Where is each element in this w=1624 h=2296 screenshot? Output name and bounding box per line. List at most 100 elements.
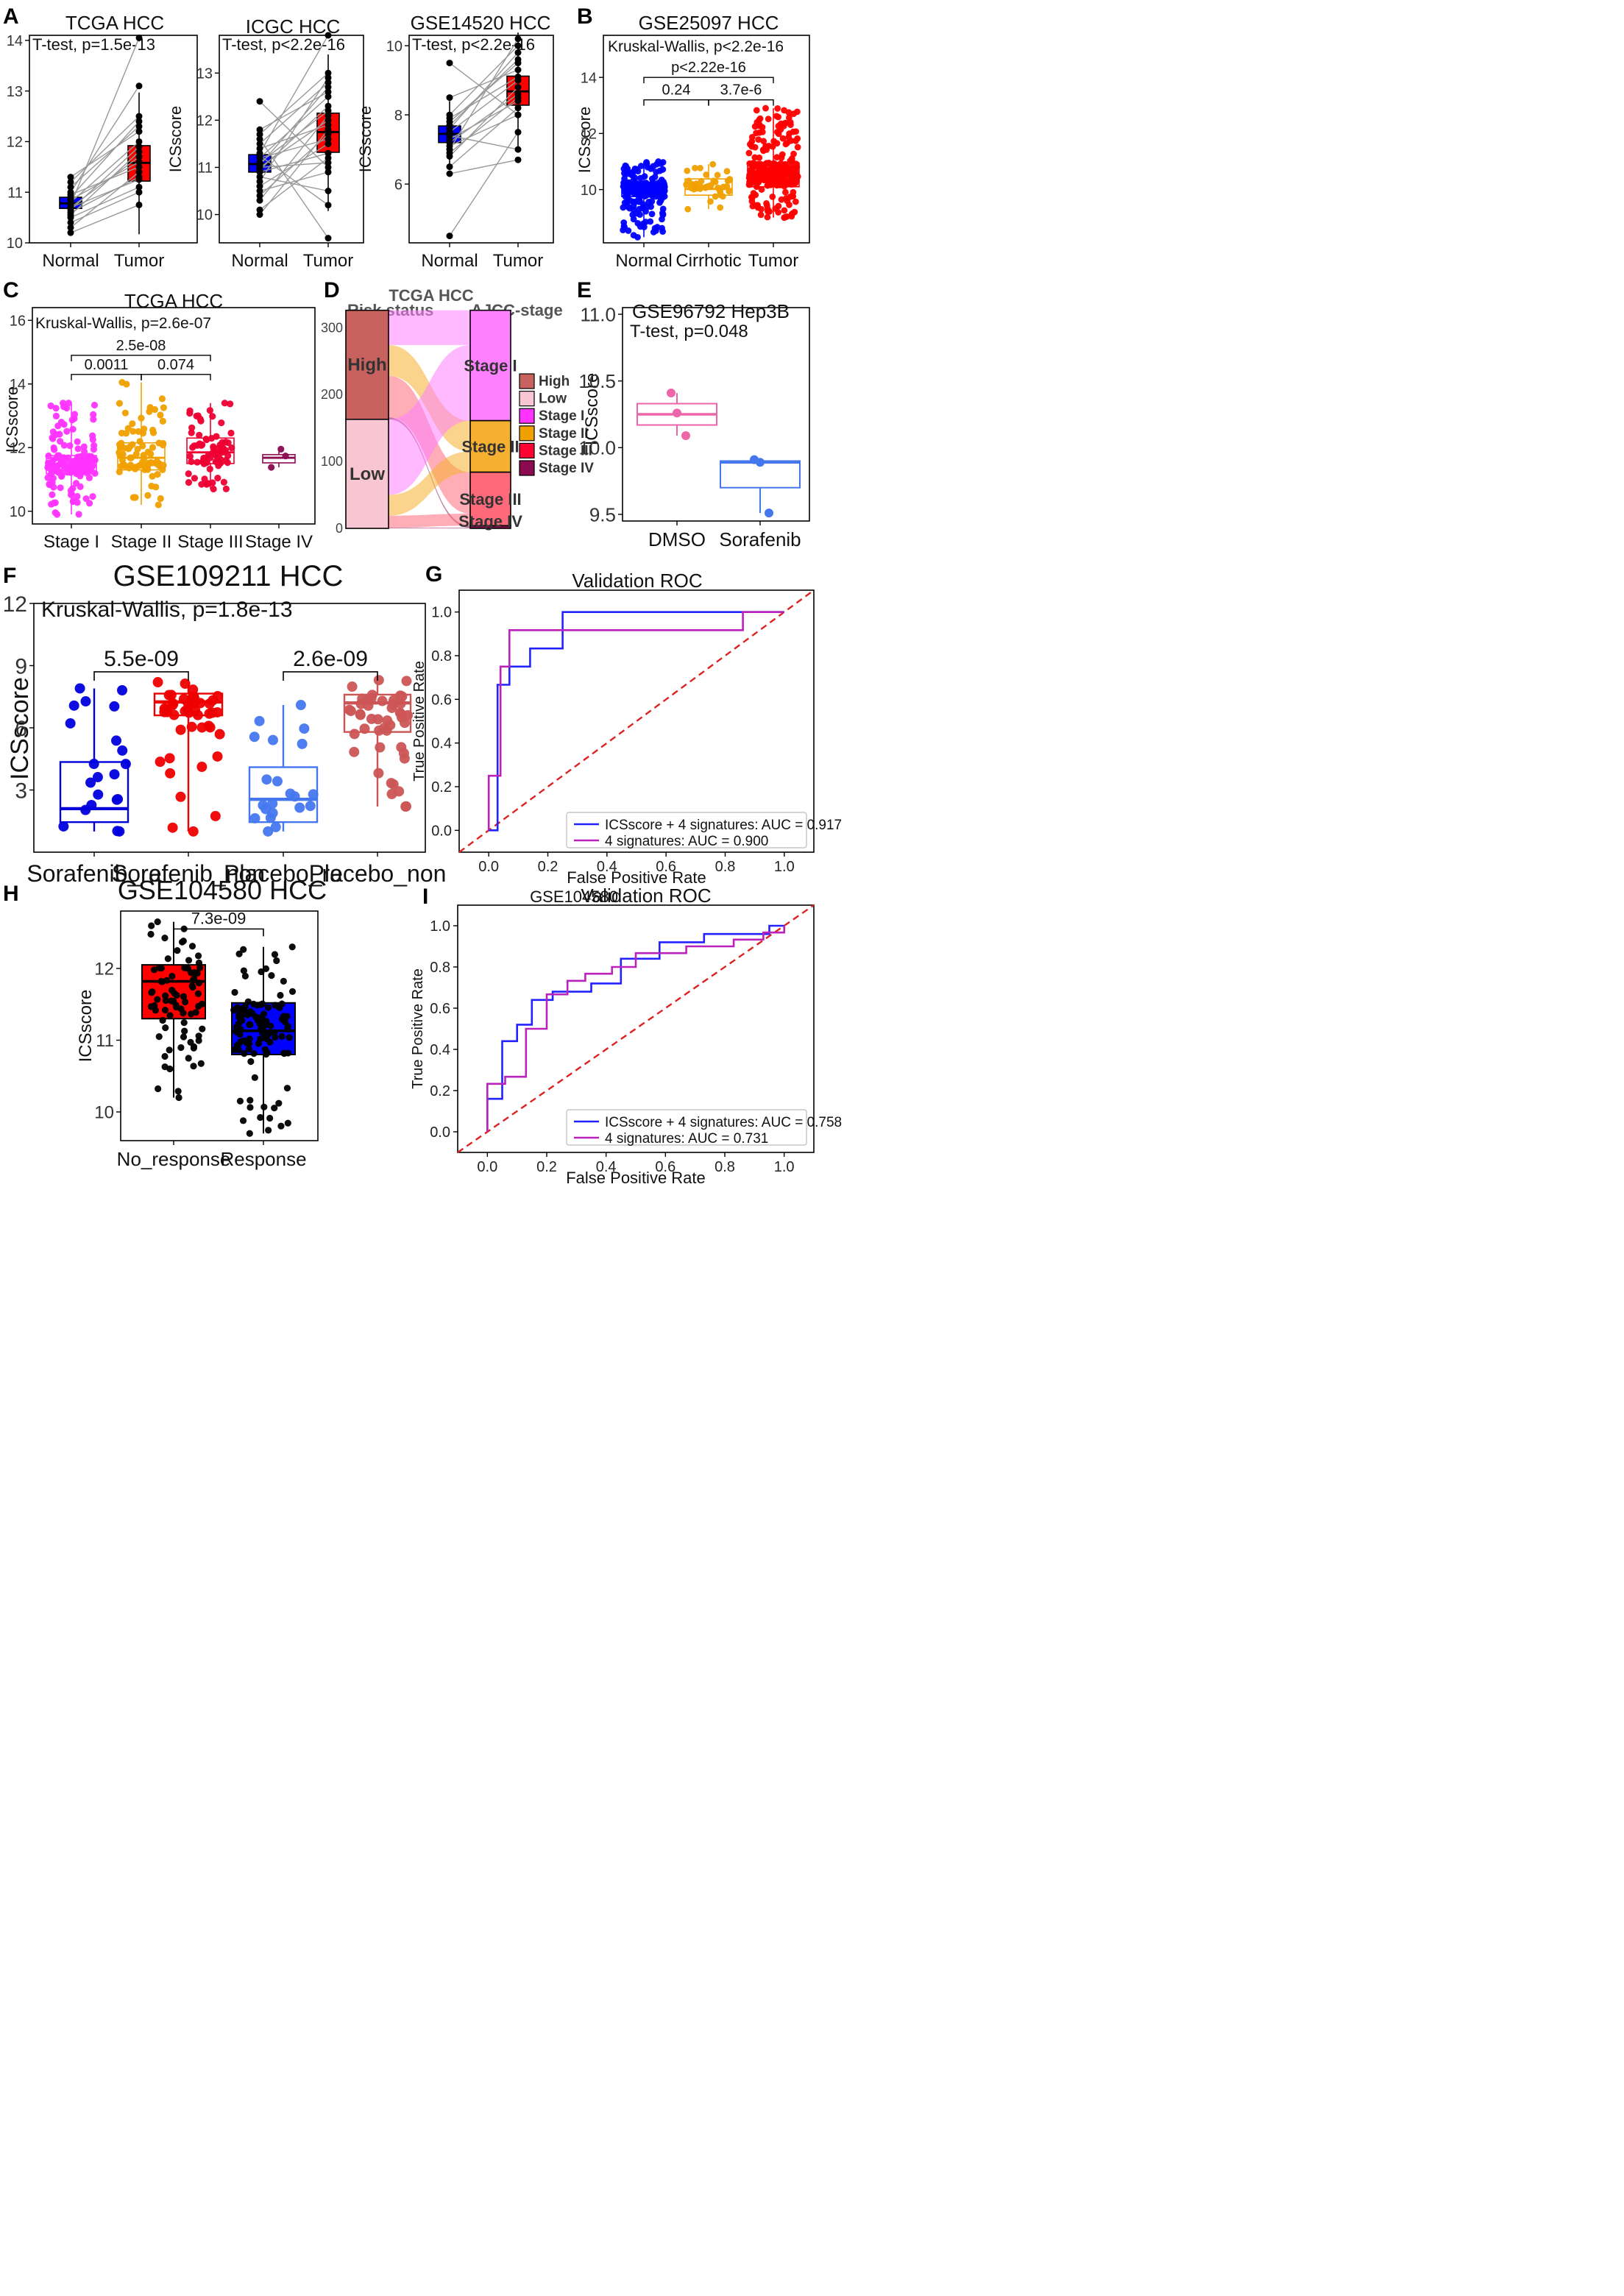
data-point <box>792 198 799 205</box>
data-point <box>764 175 771 183</box>
data-point <box>650 229 657 235</box>
data-point <box>634 219 642 227</box>
y-tick-label: 12 <box>7 135 23 151</box>
chart-title: Validation ROC <box>572 570 702 592</box>
data-point <box>135 82 143 90</box>
data-point <box>160 404 167 411</box>
data-point <box>152 483 160 491</box>
data-point <box>60 421 68 428</box>
alluvial-flow-high-stage-i <box>389 310 470 345</box>
data-point <box>749 202 756 210</box>
legend-label: Stage II <box>539 426 589 442</box>
x-tick-label: DMSO <box>648 528 706 550</box>
data-point <box>265 1127 272 1134</box>
data-point <box>764 208 771 215</box>
data-point <box>198 1000 206 1007</box>
stratum-low <box>345 419 389 529</box>
data-point <box>85 777 96 788</box>
panel-frame-C <box>32 307 316 525</box>
data-point <box>118 439 125 447</box>
data-point <box>77 470 85 478</box>
data-point <box>765 509 773 518</box>
data-point <box>54 453 62 461</box>
data-point <box>155 964 163 971</box>
x-tick-label: Sorafenib_re <box>26 860 161 887</box>
data-point <box>256 135 263 143</box>
data-point <box>748 194 755 201</box>
data-point <box>154 470 161 478</box>
stratum-stage-iv <box>469 525 511 529</box>
data-point <box>196 415 204 423</box>
bracket-pvalue: 0.0011 <box>85 357 129 373</box>
pair-line <box>449 45 519 116</box>
data-point <box>284 1025 291 1033</box>
data-point <box>254 715 265 726</box>
x-tick-label: 0.4 <box>597 859 617 875</box>
data-point <box>777 182 784 188</box>
data-point <box>628 171 635 178</box>
data-point <box>162 706 173 718</box>
data-point <box>256 126 263 133</box>
data-point <box>52 509 59 517</box>
roc-curve-signatures <box>486 926 785 1132</box>
data-point <box>129 441 136 448</box>
data-point <box>206 465 213 472</box>
data-point <box>285 788 296 799</box>
data-point <box>60 442 68 449</box>
data-point <box>58 821 69 832</box>
data-point <box>68 700 79 711</box>
data-point <box>792 138 799 144</box>
data-point <box>773 113 780 120</box>
data-point <box>788 157 795 164</box>
data-point <box>181 998 189 1006</box>
pair-line <box>70 85 140 193</box>
x-tick-label: 0.0 <box>478 859 499 875</box>
data-point <box>188 684 199 695</box>
panel-label-F: F <box>3 564 16 588</box>
data-point <box>765 116 772 123</box>
y-tick-label: 8 <box>394 107 403 124</box>
significance-bracket <box>708 99 774 106</box>
data-point <box>93 789 104 800</box>
box-placebo_re <box>248 700 319 837</box>
data-point <box>135 143 143 150</box>
data-point <box>271 1105 278 1112</box>
data-point <box>185 1055 192 1062</box>
data-point <box>723 168 731 175</box>
data-point <box>130 494 137 501</box>
significance-bracket <box>141 374 211 380</box>
x-tick-label: Stage III <box>177 532 243 552</box>
data-point <box>162 1024 169 1032</box>
x-tick-label: 0.8 <box>715 1159 735 1175</box>
data-point <box>67 191 74 199</box>
data-point <box>190 1063 197 1070</box>
pair-line <box>449 135 519 150</box>
data-point <box>191 475 199 482</box>
stat-annotation: Kruskal-Wallis, p=1.8e-13 <box>41 598 293 622</box>
data-point <box>189 444 196 451</box>
data-point <box>446 163 453 171</box>
data-point <box>446 94 453 102</box>
pair-line <box>70 186 140 219</box>
y-tick-label: 0 <box>336 521 343 536</box>
data-point <box>178 694 189 705</box>
data-point <box>286 1034 293 1041</box>
bracket-pvalue: 3.7e-6 <box>720 82 762 99</box>
data-point <box>712 193 719 200</box>
data-point <box>777 160 784 167</box>
pair-line <box>259 87 329 166</box>
data-point <box>60 403 68 411</box>
roc-legend-box <box>566 1109 807 1146</box>
data-point <box>325 169 332 176</box>
data-point <box>325 69 332 77</box>
data-point <box>89 493 96 500</box>
roc-curve-combined <box>486 924 784 1132</box>
stratum-stage-ii <box>469 419 511 473</box>
data-point <box>281 1018 288 1026</box>
data-point <box>756 115 764 122</box>
data-point <box>698 177 705 185</box>
data-point <box>247 1057 255 1066</box>
data-point <box>283 1013 291 1020</box>
data-point <box>775 202 782 210</box>
data-point <box>240 1037 248 1044</box>
